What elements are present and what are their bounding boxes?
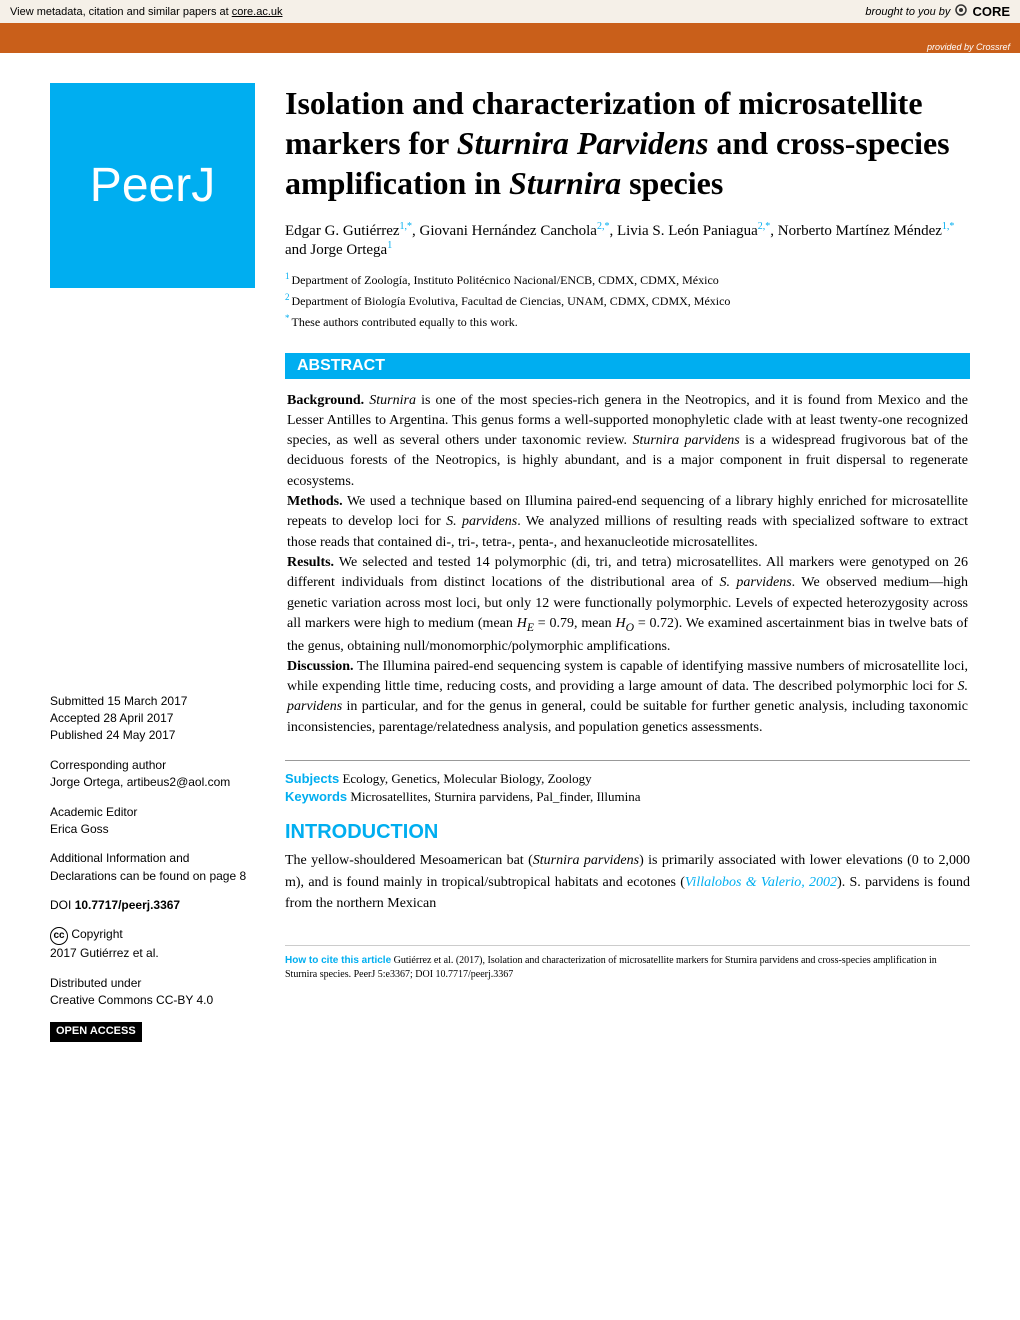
corresponding-value: Jorge Ortega, artibeus2@aol.com: [50, 774, 255, 791]
cc-icon: cc: [50, 927, 68, 945]
sidebar-dates: Submitted 15 March 2017 Accepted 28 Apri…: [50, 693, 255, 745]
brought-by-text: brought to you by: [865, 6, 950, 18]
submitted-value: 15 March 2017: [107, 694, 187, 708]
citation-label: How to cite this article: [285, 955, 391, 966]
core-link[interactable]: core.ac.uk: [232, 6, 283, 18]
published-value: 24 May 2017: [106, 728, 175, 742]
orange-bar: [0, 23, 1020, 41]
submitted-label: Submitted: [50, 694, 104, 708]
subjects-value: Ecology, Genetics, Molecular Biology, Zo…: [342, 771, 591, 786]
intro-species: Sturnira parvidens: [533, 853, 639, 868]
title-block: Isolation and characterization of micros…: [285, 83, 970, 333]
open-access-badge: OPEN ACCESS: [50, 1022, 142, 1042]
keywords-row: Keywords Microsatellites, Sturnira parvi…: [285, 789, 970, 805]
sidebar-spacer: [50, 353, 255, 693]
intro-header: INTRODUCTION: [285, 821, 970, 844]
copyright-value: 2017 Gutiérrez et al.: [50, 946, 159, 960]
authors-list: Edgar G. Gutiérrez1,*, Giovani Hernández…: [285, 221, 970, 259]
banner-left: View metadata, citation and similar pape…: [10, 6, 283, 18]
peerj-logo: PeerJ: [50, 83, 255, 288]
distributed-label: Distributed under: [50, 975, 255, 992]
main-columns: Submitted 15 March 2017 Accepted 28 Apri…: [50, 353, 970, 1054]
editor-label: Academic Editor: [50, 804, 255, 821]
core-icon: [954, 3, 968, 20]
sidebar-corresponding: Corresponding author Jorge Ortega, artib…: [50, 757, 255, 792]
doi-value[interactable]: 10.7717/peerj.3367: [75, 898, 180, 912]
core-logo-text: CORE: [972, 4, 1010, 19]
intro-body: The yellow-shouldered Mesoamerican bat (…: [285, 850, 970, 915]
sidebar-editor: Academic Editor Erica Goss: [50, 804, 255, 839]
accepted-value: 28 April 2017: [103, 711, 173, 725]
subjects-row: Subjects Ecology, Genetics, Molecular Bi…: [285, 771, 970, 787]
sidebar: Submitted 15 March 2017 Accepted 28 Apri…: [50, 353, 255, 1054]
subjects-label: Subjects: [285, 771, 339, 786]
page-content: PeerJ Isolation and characterization of …: [0, 53, 1020, 1074]
keywords-value: Microsatellites, Sturnira parvidens, Pal…: [350, 789, 640, 804]
core-banner: View metadata, citation and similar pape…: [0, 0, 1020, 23]
sidebar-open-access: OPEN ACCESS: [50, 1022, 255, 1042]
abstract-header: ABSTRACT: [285, 353, 970, 379]
provided-by-text: provided by Crossref: [0, 41, 1020, 53]
sidebar-copyright: cc Copyright 2017 Gutiérrez et al.: [50, 926, 255, 962]
sidebar-doi: DOI 10.7717/peerj.3367: [50, 897, 255, 914]
peerj-logo-text: PeerJ: [90, 158, 215, 213]
article-title: Isolation and characterization of micros…: [285, 83, 970, 203]
doi-label: DOI: [50, 898, 71, 912]
banner-right: brought to you by CORE: [865, 3, 1010, 20]
intro-ref-link[interactable]: Villalobos & Valerio, 2002: [685, 875, 837, 890]
citation-footer: How to cite this article Gutiérrez et al…: [285, 945, 970, 982]
additional-info: Additional Information and Declarations …: [50, 850, 255, 885]
banner-left-text: View metadata, citation and similar pape…: [10, 6, 232, 18]
header-row: PeerJ Isolation and characterization of …: [50, 83, 970, 333]
intro-pre: The yellow-shouldered Mesoamerican bat (: [285, 853, 533, 868]
accepted-label: Accepted: [50, 711, 100, 725]
keywords-label: Keywords: [285, 789, 347, 804]
distributed-value[interactable]: Creative Commons CC-BY 4.0: [50, 992, 255, 1009]
copyright-label: Copyright: [71, 927, 122, 941]
corresponding-label: Corresponding author: [50, 757, 255, 774]
editor-value: Erica Goss: [50, 821, 255, 838]
content-column: ABSTRACT Background. Sturnira is one of …: [285, 353, 970, 1054]
abstract-body: Background. Sturnira is one of the most …: [285, 379, 970, 750]
affiliations-list: 1Department of Zoología, Instituto Polit…: [285, 269, 970, 333]
sidebar-distributed: Distributed under Creative Commons CC-BY…: [50, 975, 255, 1010]
divider: [285, 760, 970, 761]
published-label: Published: [50, 728, 103, 742]
